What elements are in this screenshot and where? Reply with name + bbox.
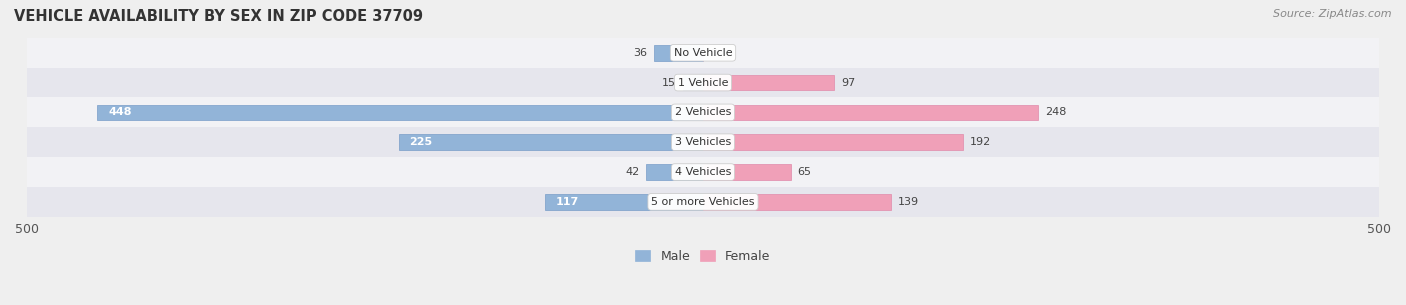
Text: No Vehicle: No Vehicle (673, 48, 733, 58)
Bar (27, 187, 1379, 217)
Text: 4 Vehicles: 4 Vehicles (675, 167, 731, 177)
Bar (683, 75, 703, 90)
Bar (97, 105, 703, 120)
Bar (27, 127, 1379, 157)
Bar (544, 194, 703, 210)
Text: 117: 117 (555, 197, 579, 207)
Text: 97: 97 (841, 77, 855, 88)
Bar (703, 105, 1038, 120)
Bar (647, 164, 703, 180)
Text: 42: 42 (626, 167, 640, 177)
Bar (703, 164, 792, 180)
Text: 15: 15 (662, 77, 676, 88)
Bar (27, 157, 1379, 187)
Legend: Male, Female: Male, Female (636, 250, 770, 263)
Bar (27, 38, 1379, 68)
Text: 248: 248 (1045, 107, 1066, 117)
Text: Source: ZipAtlas.com: Source: ZipAtlas.com (1274, 9, 1392, 19)
Text: 0: 0 (710, 48, 717, 58)
Text: 225: 225 (409, 137, 433, 147)
Text: 36: 36 (634, 48, 648, 58)
Bar (703, 194, 891, 210)
Text: 1 Vehicle: 1 Vehicle (678, 77, 728, 88)
Bar (27, 68, 1379, 98)
Text: VEHICLE AVAILABILITY BY SEX IN ZIP CODE 37709: VEHICLE AVAILABILITY BY SEX IN ZIP CODE … (14, 9, 423, 24)
Bar (703, 75, 834, 90)
Text: 3 Vehicles: 3 Vehicles (675, 137, 731, 147)
Text: 448: 448 (108, 107, 132, 117)
Text: 5 or more Vehicles: 5 or more Vehicles (651, 197, 755, 207)
Bar (399, 135, 703, 150)
Text: 139: 139 (897, 197, 918, 207)
Text: 2 Vehicles: 2 Vehicles (675, 107, 731, 117)
Bar (27, 98, 1379, 127)
Bar (654, 45, 703, 60)
Text: 192: 192 (969, 137, 991, 147)
Bar (703, 135, 963, 150)
Text: 65: 65 (797, 167, 811, 177)
